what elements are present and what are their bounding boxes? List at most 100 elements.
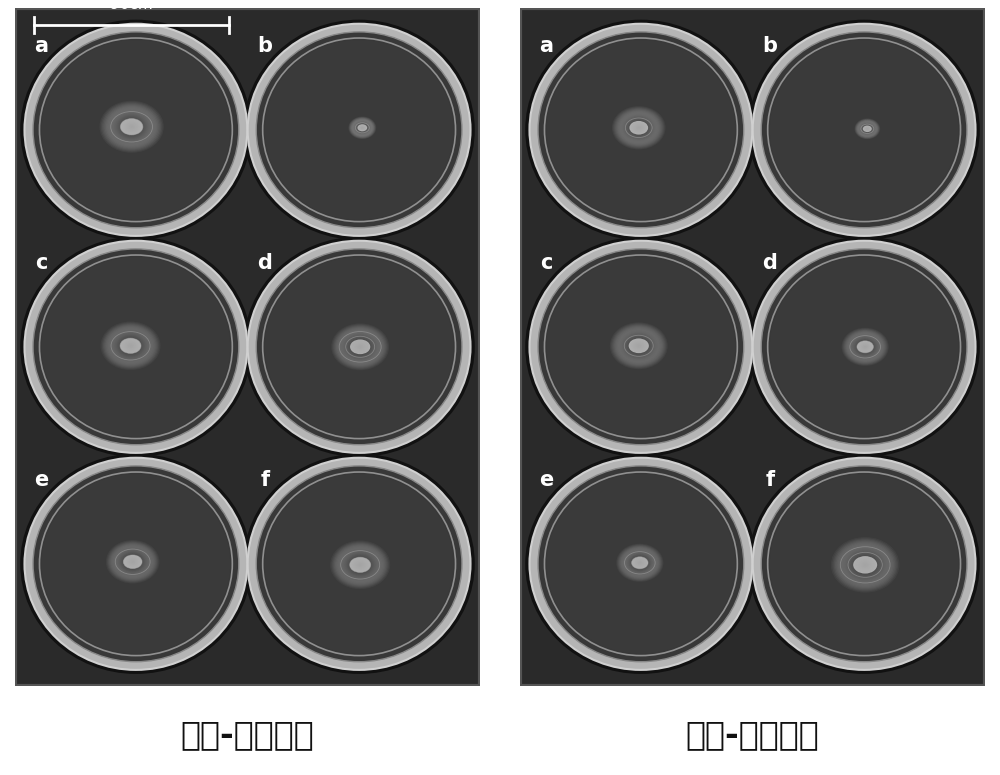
- Ellipse shape: [770, 257, 958, 436]
- Ellipse shape: [348, 555, 372, 574]
- Ellipse shape: [20, 453, 252, 674]
- Ellipse shape: [748, 236, 980, 457]
- Ellipse shape: [243, 19, 475, 240]
- Ellipse shape: [547, 257, 735, 436]
- Text: b: b: [257, 36, 272, 56]
- Ellipse shape: [336, 327, 384, 367]
- Ellipse shape: [866, 128, 868, 129]
- Ellipse shape: [624, 115, 654, 140]
- Ellipse shape: [111, 110, 152, 143]
- Ellipse shape: [256, 249, 462, 445]
- Ellipse shape: [831, 537, 899, 593]
- Ellipse shape: [115, 333, 146, 358]
- Ellipse shape: [121, 553, 144, 571]
- Ellipse shape: [858, 341, 873, 353]
- Ellipse shape: [864, 563, 867, 566]
- Ellipse shape: [265, 257, 453, 436]
- Ellipse shape: [353, 341, 367, 353]
- Ellipse shape: [612, 324, 665, 367]
- Ellipse shape: [349, 337, 372, 356]
- Ellipse shape: [853, 337, 877, 356]
- Ellipse shape: [861, 562, 869, 568]
- Ellipse shape: [351, 119, 373, 137]
- Ellipse shape: [120, 119, 143, 135]
- Ellipse shape: [125, 556, 140, 568]
- Ellipse shape: [842, 546, 888, 584]
- Ellipse shape: [626, 117, 652, 138]
- Ellipse shape: [351, 339, 369, 354]
- Ellipse shape: [108, 327, 153, 364]
- Ellipse shape: [350, 117, 375, 138]
- Ellipse shape: [107, 326, 155, 365]
- Ellipse shape: [105, 326, 156, 366]
- Ellipse shape: [626, 551, 654, 574]
- Ellipse shape: [334, 326, 387, 368]
- Ellipse shape: [350, 118, 375, 138]
- Ellipse shape: [330, 540, 390, 589]
- Ellipse shape: [347, 336, 373, 357]
- Ellipse shape: [128, 124, 135, 130]
- Ellipse shape: [860, 122, 875, 135]
- Ellipse shape: [619, 330, 658, 362]
- Ellipse shape: [101, 322, 161, 370]
- Ellipse shape: [610, 322, 668, 369]
- Ellipse shape: [850, 335, 880, 359]
- Ellipse shape: [863, 126, 872, 132]
- Ellipse shape: [838, 542, 893, 587]
- Ellipse shape: [33, 466, 239, 662]
- Ellipse shape: [629, 553, 651, 572]
- Ellipse shape: [360, 126, 365, 129]
- Ellipse shape: [627, 552, 653, 574]
- Ellipse shape: [623, 549, 657, 577]
- Ellipse shape: [122, 553, 143, 570]
- Ellipse shape: [359, 564, 361, 566]
- Ellipse shape: [547, 474, 735, 653]
- Text: 纹枸-噍咀酰胺: 纹枸-噍咀酰胺: [181, 718, 314, 751]
- Ellipse shape: [633, 557, 646, 568]
- Ellipse shape: [20, 236, 252, 457]
- Ellipse shape: [615, 109, 662, 146]
- Ellipse shape: [855, 339, 876, 355]
- Ellipse shape: [864, 346, 866, 347]
- Ellipse shape: [256, 466, 462, 662]
- Ellipse shape: [748, 19, 980, 240]
- Ellipse shape: [130, 126, 133, 128]
- Ellipse shape: [621, 547, 659, 578]
- Ellipse shape: [848, 333, 882, 360]
- Ellipse shape: [858, 121, 877, 136]
- Ellipse shape: [859, 342, 872, 352]
- Ellipse shape: [358, 563, 363, 567]
- Ellipse shape: [622, 114, 656, 142]
- Ellipse shape: [631, 339, 647, 353]
- Ellipse shape: [357, 123, 368, 133]
- Text: f: f: [765, 470, 774, 490]
- Ellipse shape: [623, 332, 655, 359]
- Ellipse shape: [832, 538, 898, 591]
- Ellipse shape: [360, 126, 365, 130]
- Ellipse shape: [129, 345, 132, 346]
- Ellipse shape: [863, 125, 872, 133]
- Ellipse shape: [111, 330, 150, 361]
- Ellipse shape: [850, 553, 880, 577]
- Ellipse shape: [623, 115, 655, 141]
- Ellipse shape: [353, 120, 372, 136]
- Ellipse shape: [628, 553, 652, 573]
- Ellipse shape: [616, 109, 661, 146]
- Ellipse shape: [846, 549, 884, 580]
- Ellipse shape: [630, 121, 647, 135]
- Ellipse shape: [99, 101, 164, 153]
- Ellipse shape: [624, 333, 654, 358]
- Ellipse shape: [629, 121, 648, 135]
- Ellipse shape: [129, 125, 134, 129]
- Ellipse shape: [866, 128, 869, 130]
- Ellipse shape: [125, 341, 137, 350]
- Ellipse shape: [637, 126, 641, 129]
- Ellipse shape: [857, 340, 874, 353]
- Ellipse shape: [843, 329, 888, 365]
- Ellipse shape: [613, 326, 664, 367]
- Text: d: d: [257, 253, 272, 273]
- Text: f: f: [260, 470, 269, 490]
- Ellipse shape: [117, 115, 146, 138]
- Ellipse shape: [357, 344, 364, 350]
- Ellipse shape: [112, 111, 151, 143]
